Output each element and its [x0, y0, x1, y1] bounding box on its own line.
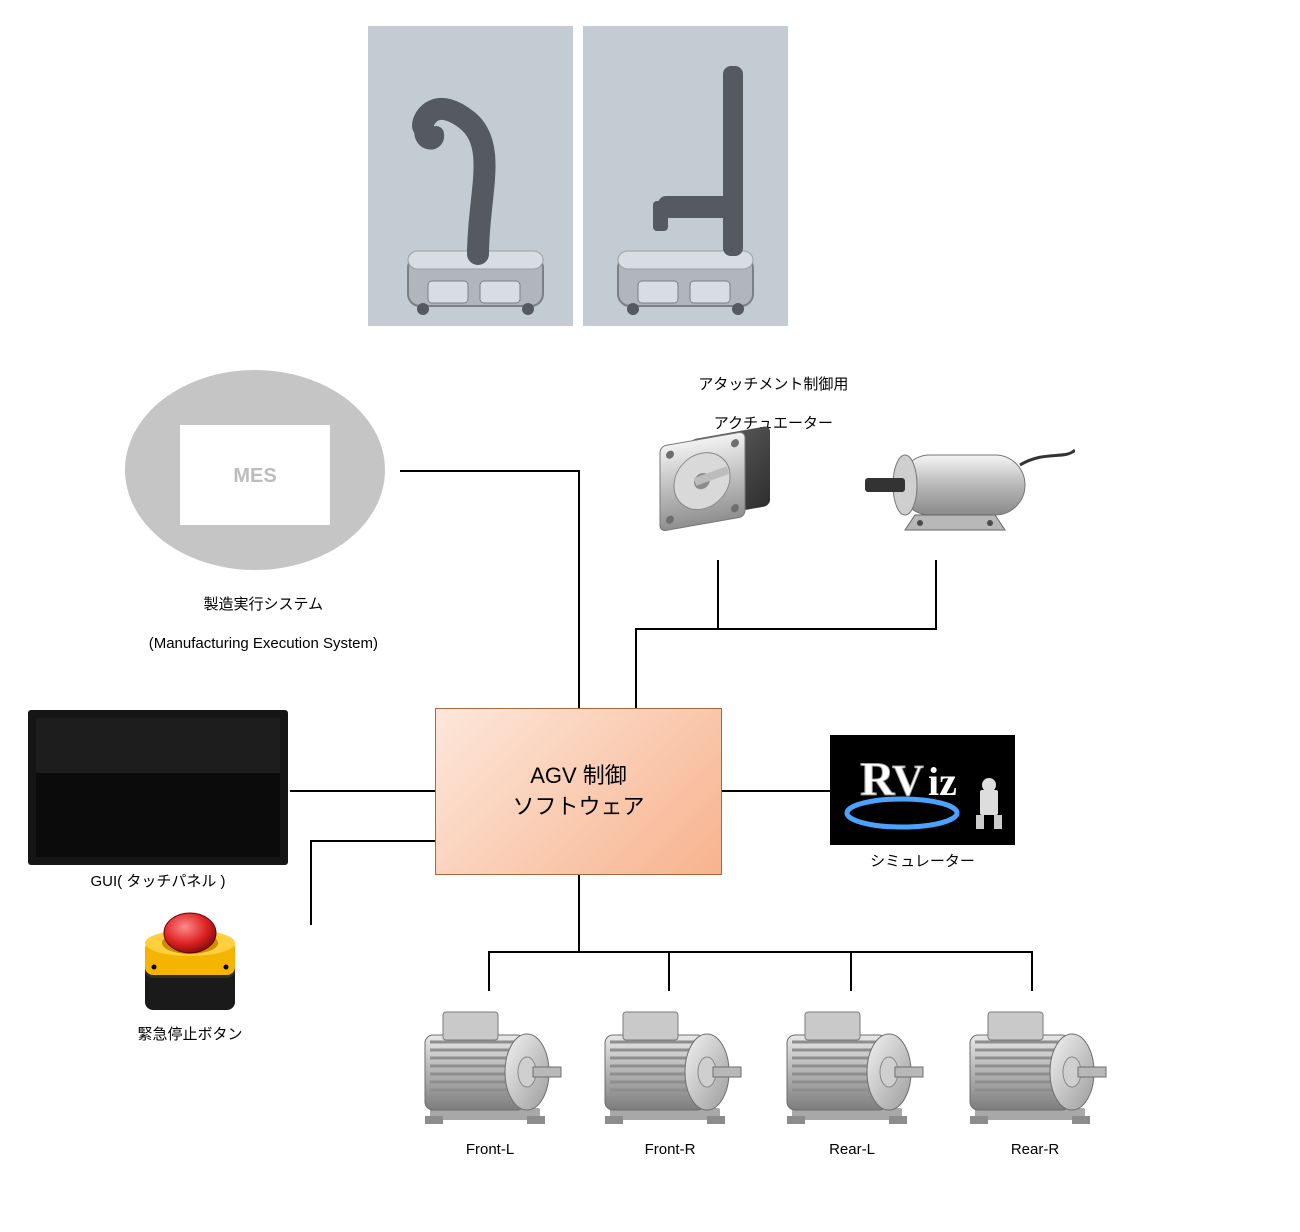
- edge: [400, 470, 580, 472]
- motor-label-1: Front-R: [585, 1140, 755, 1160]
- motor-rear-l-icon: [767, 990, 937, 1135]
- actuator-caption-line1: アタッチメント制御用: [698, 376, 848, 393]
- edge: [935, 560, 937, 630]
- stepper-motor-icon: [640, 400, 800, 560]
- center-line1: AGV 制御: [530, 763, 627, 788]
- edge: [717, 560, 719, 630]
- motor-front-r-icon: [585, 990, 755, 1135]
- svg-text:R: R: [860, 753, 896, 806]
- edge: [668, 951, 670, 991]
- motor-rear-r-icon: [950, 990, 1120, 1135]
- edge: [635, 628, 637, 708]
- robot-render-left: [368, 26, 573, 326]
- rviz-icon: R V iz: [830, 735, 1015, 845]
- edge: [850, 951, 852, 991]
- diagram-canvas: MES 製造実行システム (Manufacturing Execution Sy…: [0, 0, 1300, 1232]
- estop-caption: 緊急停止ボタン: [110, 1025, 270, 1045]
- edge: [488, 951, 1033, 953]
- motor-label-3: Rear-R: [950, 1140, 1120, 1160]
- edge: [310, 840, 312, 925]
- edge: [578, 873, 580, 953]
- emergency-stop-icon: [130, 905, 250, 1025]
- rviz-caption: シミュレーター: [830, 852, 1015, 872]
- center-line2: ソフトウェア: [512, 794, 644, 819]
- motor-front-l-icon: [405, 990, 575, 1135]
- center-label: AGV 制御 ソフトウェア: [512, 761, 644, 823]
- gui-panel-icon: [28, 710, 288, 865]
- edge: [310, 840, 435, 842]
- edge: [578, 470, 580, 708]
- mes-node: MES: [110, 370, 400, 580]
- svg-text:iz: iz: [928, 759, 957, 804]
- edge: [488, 951, 490, 991]
- mes-caption: 製造実行システム (Manufacturing Execution System…: [90, 575, 420, 673]
- center-node: AGV 制御 ソフトウェア: [435, 708, 722, 875]
- edge: [1031, 951, 1033, 991]
- cylinder-actuator-icon: [845, 420, 1075, 560]
- mes-caption-line1: 製造実行システム: [204, 596, 324, 613]
- motor-label-0: Front-L: [405, 1140, 575, 1160]
- edge: [720, 790, 835, 792]
- motor-label-2: Rear-L: [767, 1140, 937, 1160]
- edge: [635, 628, 937, 630]
- svg-text:V: V: [892, 756, 924, 805]
- gui-caption: GUI( タッチパネル ): [28, 872, 288, 892]
- robot-render-right: [583, 26, 788, 326]
- edge: [290, 790, 435, 792]
- mes-caption-line2: (Manufacturing Execution System): [149, 635, 378, 652]
- svg-text:MES: MES: [233, 465, 276, 487]
